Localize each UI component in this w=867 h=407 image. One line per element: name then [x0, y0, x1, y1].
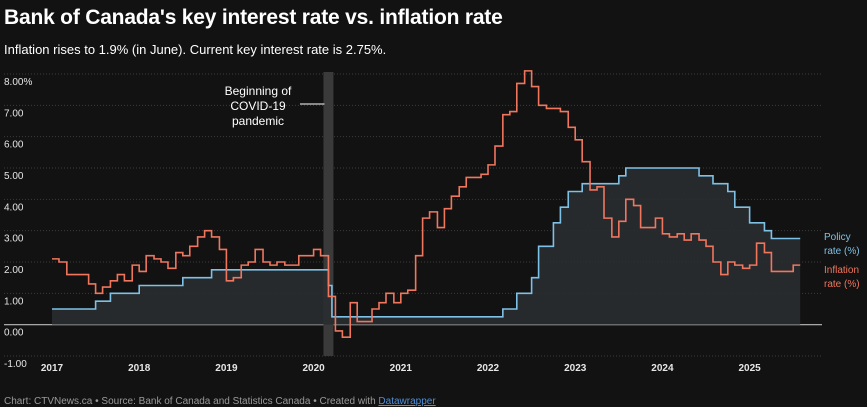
policy-rate-label: rate (%) [824, 246, 860, 257]
y-tick-label: 5.00 [4, 171, 24, 182]
covid-annotation-text: Beginning of [225, 84, 292, 98]
y-tick-label: 8.00% [4, 77, 32, 88]
x-tick-label: 2020 [302, 363, 325, 374]
policy-rate-label: Policy [824, 232, 851, 243]
x-tick-label: 2022 [477, 363, 500, 374]
policy-rate-line [52, 167, 801, 318]
x-tick-label: 2023 [564, 363, 587, 374]
y-tick-label: -1.00 [4, 359, 27, 370]
y-tick-label: 1.00 [4, 296, 24, 307]
y-tick-label: 0.00 [4, 328, 24, 339]
x-tick-label: 2024 [651, 363, 674, 374]
x-tick-label: 2017 [41, 363, 64, 374]
covid-band [323, 72, 334, 356]
y-tick-label: 7.00 [4, 108, 24, 119]
line-chart: 8.00% 7.00 6.00 5.00 4.00 3.00 2.00 1.00 0.00 -1.… [4, 70, 860, 374]
x-tick-label: 2021 [390, 363, 413, 374]
y-tick-label: 3.00 [4, 234, 24, 245]
y-tick-label: 4.00 [4, 202, 24, 213]
x-tick-label: 2019 [215, 363, 238, 374]
chart-subtitle: Inflation rises to 1.9% (in June). Curre… [4, 42, 387, 57]
x-tick-label: 2025 [738, 363, 761, 374]
policy-rate-area [52, 168, 801, 325]
inflation-rate-label: rate (%) [824, 279, 860, 290]
covid-annotation-text: pandemic [232, 114, 284, 128]
y-tick-label: 6.00 [4, 140, 24, 151]
footer-credits: Chart: CTVNews.ca • Source: Bank of Cana… [4, 396, 379, 407]
chart-title: Bank of Canada's key interest rate vs. i… [4, 6, 503, 29]
x-tick-label: 2018 [128, 363, 151, 374]
covid-annotation-text: COVID-19 [230, 99, 286, 113]
inflation-rate-line [52, 70, 801, 338]
chart-footer: Chart: CTVNews.ca • Source: Bank of Cana… [4, 396, 436, 407]
datawrapper-link[interactable]: Datawrapper [378, 396, 436, 407]
y-tick-label: 2.00 [4, 265, 24, 276]
inflation-rate-label: Inflation [824, 265, 859, 276]
